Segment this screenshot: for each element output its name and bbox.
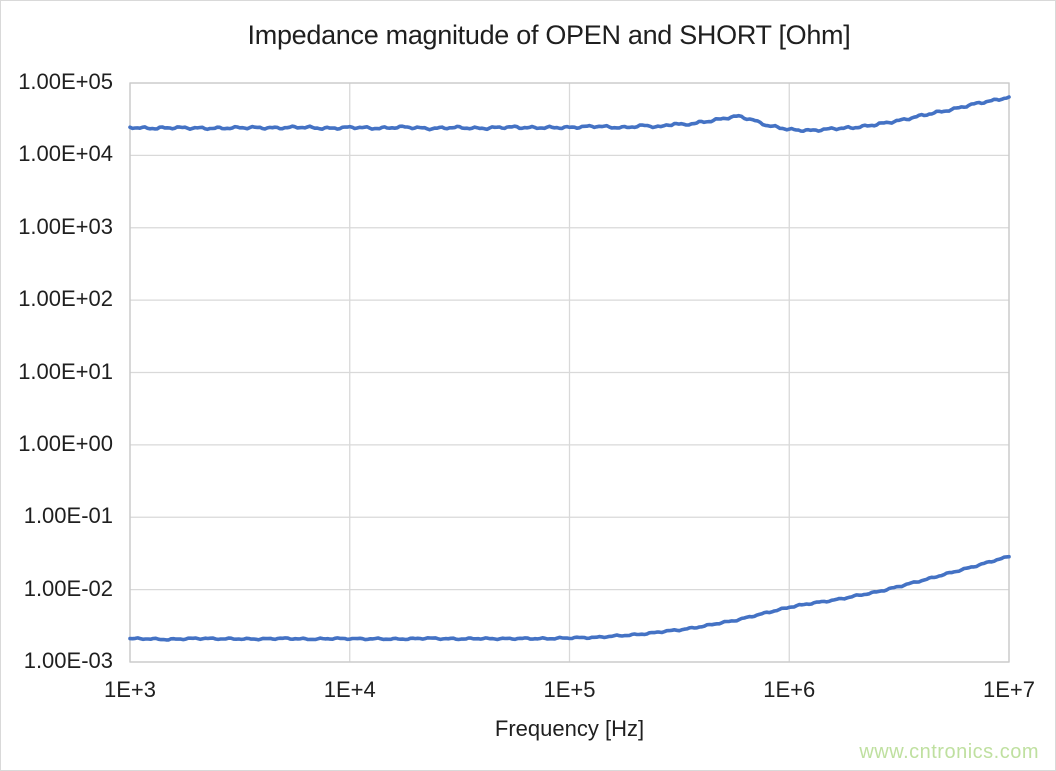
y-tick-label: 1.00E+02 <box>18 286 113 312</box>
y-tick-label: 1.00E+01 <box>18 358 113 384</box>
x-tick-label: 1E+6 <box>763 677 816 702</box>
y-tick-label: 1.00E-02 <box>23 575 113 601</box>
series-short-line <box>128 554 1011 642</box>
y-tick-label: 1.00E+03 <box>18 213 113 239</box>
plot-border <box>129 82 1010 663</box>
y-tick-label: 1.00E-03 <box>23 648 113 673</box>
y-tick-label: 1.00E+04 <box>18 141 113 167</box>
y-tick-label: 1.00E+00 <box>18 430 113 456</box>
y-tick-label: 1.00E+05 <box>18 69 113 94</box>
series-open-line <box>128 95 1011 133</box>
x-tick-label: 1E+3 <box>104 677 156 702</box>
x-axis-title: Frequency [Hz] <box>494 716 645 741</box>
chart-title: Impedance magnitude of OPEN and SHORT [O… <box>247 20 851 50</box>
watermark: www.cntronics.com <box>859 741 1039 763</box>
y-tick-label: 1.00E-01 <box>23 503 113 529</box>
x-tick-label: 1E+7 <box>983 677 1035 702</box>
x-tick-label: 1E+4 <box>323 677 376 702</box>
x-tick-label: 1E+5 <box>543 677 596 702</box>
